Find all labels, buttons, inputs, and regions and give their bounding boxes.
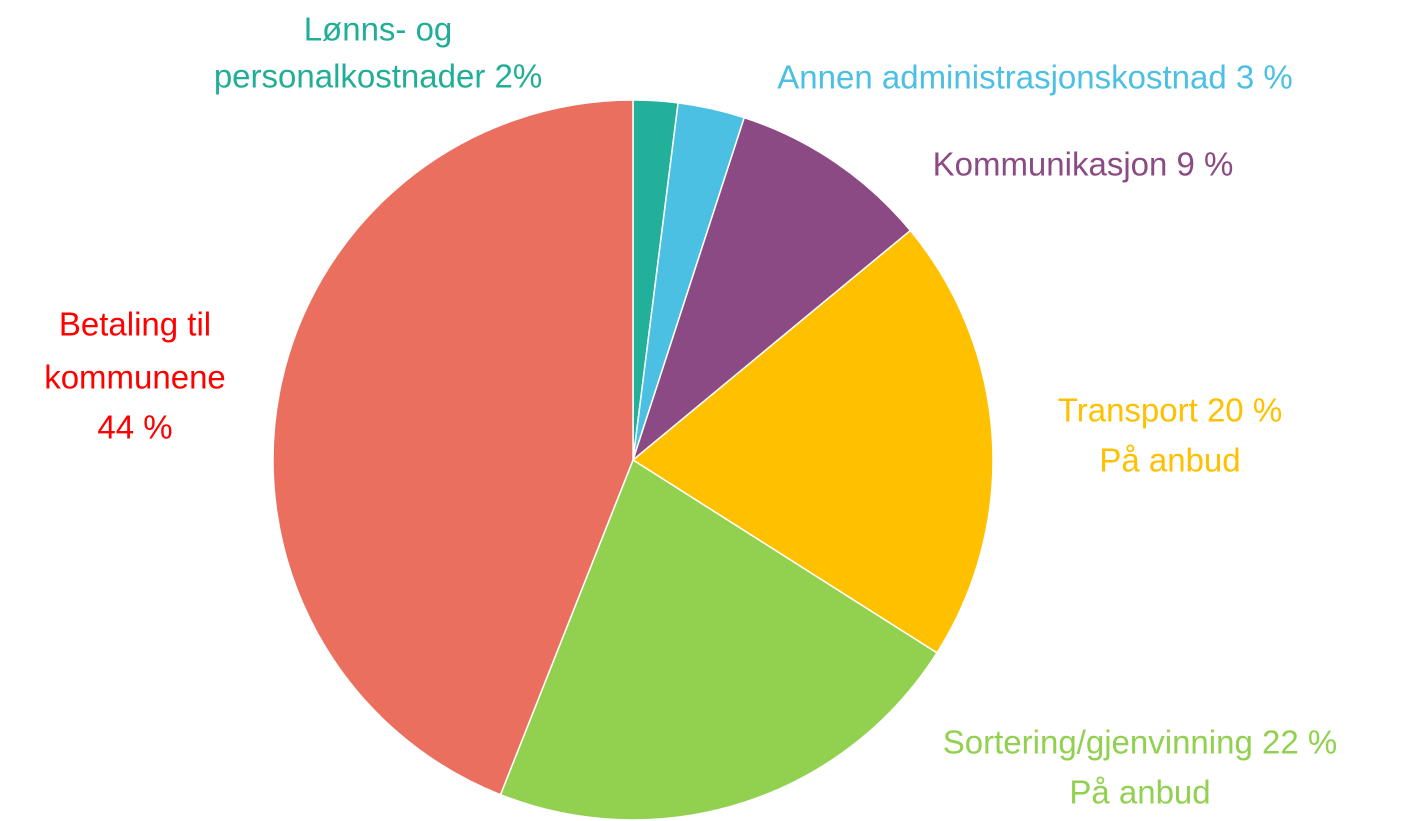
slice-label: På anbud: [1069, 774, 1210, 811]
pie-slice: [631, 229, 994, 654]
slice-label: Betaling til: [59, 306, 211, 343]
pie-slice: [272, 99, 634, 796]
slice-label: kommunene: [44, 359, 226, 396]
slice-label: Lønns- og: [304, 11, 453, 48]
slice-label: 44 %: [97, 409, 172, 446]
slice-label: Transport 20 %: [1058, 392, 1282, 429]
slice-label: Annen administrasjonskostnad 3 %: [777, 59, 1292, 96]
slice-label: Sortering/gjenvinning 22 %: [943, 724, 1337, 761]
slice-label: På anbud: [1099, 442, 1240, 479]
pie-slice: [631, 116, 912, 463]
pie-slice: [499, 458, 938, 821]
slice-label: personalkostnader 2%: [214, 58, 542, 95]
slice-label: Kommunikasjon 9 %: [933, 146, 1234, 183]
